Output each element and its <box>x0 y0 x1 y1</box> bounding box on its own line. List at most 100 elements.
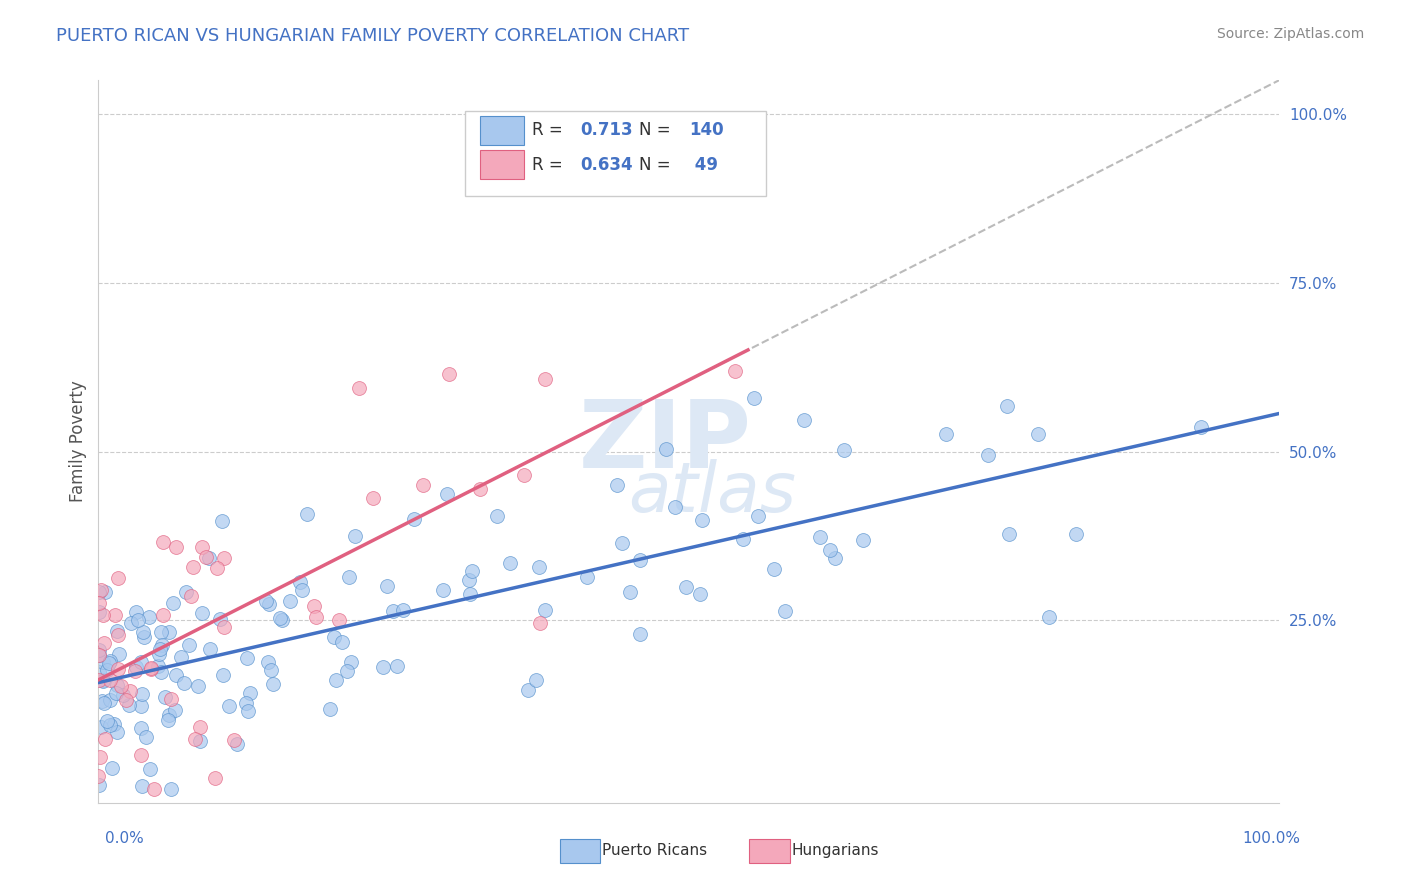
Point <box>173 676 195 690</box>
Point <box>93 696 115 710</box>
Point <box>775 604 797 618</box>
Point <box>762 561 785 575</box>
Point <box>174 585 197 599</box>
Point <box>98 654 121 668</box>
Point <box>104 608 127 623</box>
Point <box>139 662 162 676</box>
Point <box>1189 420 1212 434</box>
Point <box>87 585 110 599</box>
Text: 0.634: 0.634 <box>581 156 633 174</box>
Point <box>160 782 183 797</box>
Point <box>190 540 212 554</box>
Point <box>235 696 257 710</box>
Text: Hungarians: Hungarians <box>792 844 879 858</box>
Point <box>793 412 815 426</box>
Point <box>361 491 384 506</box>
Point <box>295 508 318 522</box>
Text: N =: N = <box>640 156 676 174</box>
Point <box>118 698 141 712</box>
Point <box>114 693 136 707</box>
Point <box>131 722 153 736</box>
Point <box>107 662 129 676</box>
Point <box>183 731 205 746</box>
Text: 140: 140 <box>689 121 724 139</box>
Point <box>138 610 160 624</box>
Point <box>328 613 350 627</box>
Point <box>747 508 769 523</box>
Point <box>124 664 146 678</box>
Point <box>436 487 458 501</box>
Point <box>131 686 153 700</box>
Point <box>188 734 211 748</box>
Point <box>149 641 172 656</box>
Point <box>526 673 548 687</box>
Text: ZIP: ZIP <box>579 395 752 488</box>
Point <box>195 549 218 564</box>
Point <box>204 771 226 785</box>
Point <box>105 678 128 692</box>
Point <box>239 686 262 700</box>
Point <box>499 556 522 570</box>
Point <box>387 659 409 673</box>
Point <box>93 636 115 650</box>
Text: Source: ZipAtlas.com: Source: ZipAtlas.com <box>1216 27 1364 41</box>
Point <box>485 508 508 523</box>
Text: 0.0%: 0.0% <box>105 831 145 846</box>
Point <box>120 616 142 631</box>
Text: 100.0%: 100.0% <box>1243 831 1301 846</box>
Point <box>107 624 129 638</box>
Point <box>135 731 157 745</box>
Point <box>675 580 697 594</box>
Point <box>534 603 557 617</box>
Point <box>87 596 110 610</box>
Point <box>153 690 176 704</box>
Text: N =: N = <box>640 121 676 139</box>
Point <box>235 651 257 665</box>
Point <box>150 665 173 679</box>
Text: R =: R = <box>531 156 568 174</box>
Point <box>533 372 555 386</box>
Point <box>610 535 633 549</box>
Text: R =: R = <box>531 121 568 139</box>
Point <box>619 585 641 599</box>
Point <box>187 679 209 693</box>
Point <box>131 779 153 793</box>
Point <box>188 720 211 734</box>
Point <box>107 627 129 641</box>
Point <box>91 673 114 687</box>
Point <box>129 747 152 762</box>
Point <box>198 642 221 657</box>
Point <box>257 597 280 611</box>
Point <box>212 620 235 634</box>
Point <box>93 655 115 669</box>
Point <box>288 574 311 589</box>
Point <box>818 543 841 558</box>
Point <box>191 606 214 620</box>
Point <box>323 630 346 644</box>
Point <box>125 660 148 674</box>
Point <box>211 514 233 528</box>
Point <box>664 500 686 514</box>
Point <box>432 582 454 597</box>
Point <box>832 442 855 457</box>
Point <box>224 733 246 747</box>
Point <box>89 749 111 764</box>
Point <box>152 607 174 622</box>
Point <box>325 673 347 687</box>
Point <box>107 571 129 585</box>
Y-axis label: Family Poverty: Family Poverty <box>69 381 87 502</box>
Point <box>997 527 1019 541</box>
Point <box>935 427 957 442</box>
Point <box>304 599 326 614</box>
Point <box>529 615 551 630</box>
Point <box>392 603 415 617</box>
Point <box>159 692 181 706</box>
Point <box>808 530 831 544</box>
Point <box>344 529 367 543</box>
Point <box>98 656 121 670</box>
Point <box>112 688 135 702</box>
Point <box>89 673 111 688</box>
Point <box>150 638 173 652</box>
Point <box>319 702 342 716</box>
Point <box>96 714 118 729</box>
